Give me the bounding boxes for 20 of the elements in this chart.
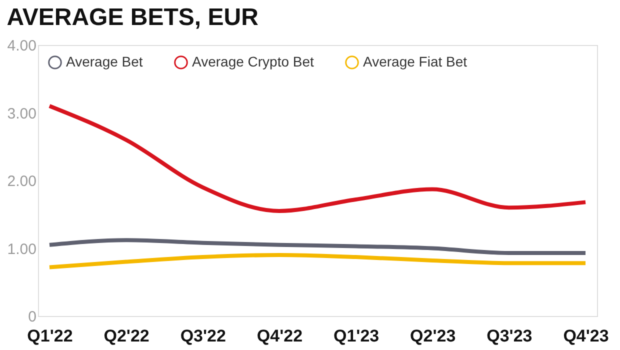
legend-label: Average Fiat Bet bbox=[363, 53, 468, 70]
legend-label: Average Bet bbox=[66, 53, 143, 70]
y-tick-label: 0 bbox=[28, 308, 36, 326]
x-tick-label: Q3'22 bbox=[180, 326, 226, 346]
x-tick-label: Q4'22 bbox=[256, 326, 303, 346]
x-tick-label: Q1'23 bbox=[333, 326, 380, 346]
y-tick-label: 3.00 bbox=[7, 105, 36, 122]
x-tick-label: Q1'22 bbox=[27, 326, 73, 346]
x-tick-label: Q2'23 bbox=[410, 326, 456, 346]
legend-label: Average Crypto Bet bbox=[192, 53, 314, 70]
x-tick-label: Q2'22 bbox=[104, 326, 150, 346]
y-tick-label: 2.00 bbox=[7, 173, 36, 190]
x-tick-label: Q4'23 bbox=[563, 326, 609, 346]
y-tick-label: 1.00 bbox=[7, 240, 36, 258]
line-series bbox=[47, 238, 588, 255]
y-tick-label: 4.00 bbox=[7, 38, 36, 54]
chart-title: AVERAGE BETS, EUR bbox=[6, 4, 258, 31]
line-series bbox=[47, 104, 588, 213]
x-tick-label: Q3'23 bbox=[486, 326, 532, 346]
line-series bbox=[47, 253, 588, 270]
